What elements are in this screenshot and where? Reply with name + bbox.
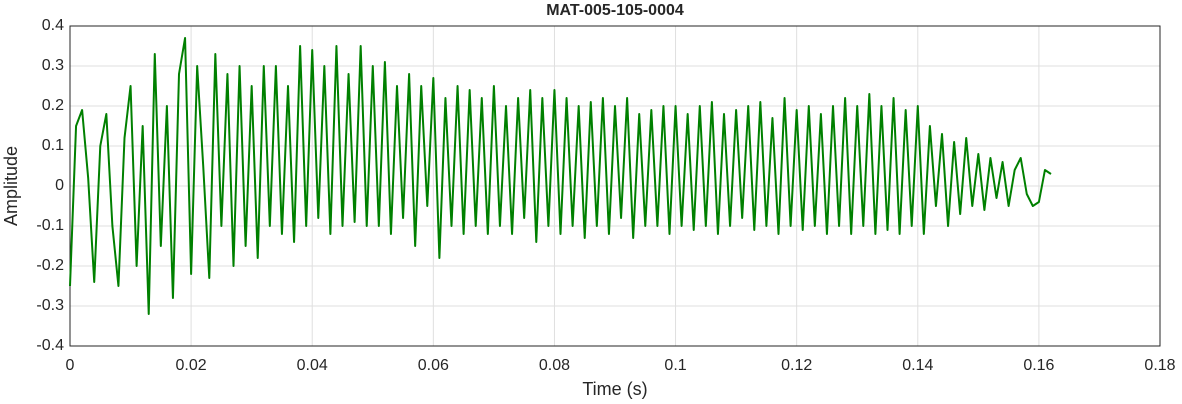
x-tick-label: 0.04 (297, 357, 328, 374)
y-tick-label: 0.3 (42, 57, 64, 74)
y-axis-label: Amplitude (1, 146, 21, 226)
x-tick-label: 0.12 (781, 357, 812, 374)
data-line (69, 37, 1052, 315)
chart-title: MAT-005-105-0004 (546, 2, 684, 19)
x-axis-label: Time (s) (582, 379, 647, 399)
x-tick-label: 0.06 (418, 357, 449, 374)
y-tick-label: 0.2 (42, 97, 64, 114)
x-tick-label: 0.02 (176, 357, 207, 374)
x-tick-label: 0.16 (1023, 357, 1054, 374)
x-tick-label: 0.18 (1144, 357, 1175, 374)
y-tick-label: 0.4 (42, 17, 64, 34)
y-tick-label: -0.3 (36, 297, 64, 314)
x-tick-label: 0 (66, 357, 75, 374)
y-tick-label: -0.4 (36, 337, 64, 354)
y-tick-label: -0.2 (36, 257, 64, 274)
y-tick-label: 0 (55, 177, 64, 194)
y-tick-label: 0.1 (42, 137, 64, 154)
x-tick-label: 0.14 (902, 357, 933, 374)
plot-frame (69, 25, 1161, 347)
x-tick-label: 0.1 (664, 357, 686, 374)
y-tick-label: -0.1 (36, 217, 64, 234)
x-tick-label: 0.08 (539, 357, 570, 374)
